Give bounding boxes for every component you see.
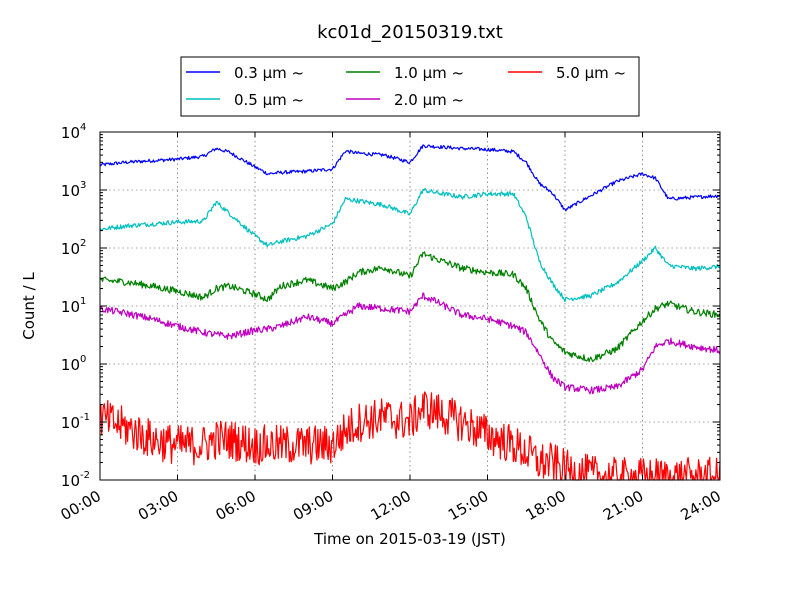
y-axis-label: Count / L xyxy=(20,272,38,340)
y-tick-label: 10 xyxy=(61,240,80,258)
legend-label: 2.0 μm ~ xyxy=(394,91,464,109)
grid xyxy=(100,132,720,480)
series-line xyxy=(99,188,721,303)
x-tick-label: 18:00 xyxy=(523,487,569,524)
x-tick-label: 21:00 xyxy=(600,487,646,524)
series-line xyxy=(99,391,721,481)
legend-label: 1.0 μm ~ xyxy=(394,64,464,82)
series-line xyxy=(99,292,721,395)
legend: 0.3 μm ~ 0.5 μm ~ 1.0 μm ~ 2.0 μm ~ 5.0 μm ~ xyxy=(180,56,640,117)
legend-label: 5.0 μm ~ xyxy=(556,64,626,82)
y-tick-label: 10 xyxy=(61,124,80,142)
y-tick-label: 10 xyxy=(61,356,80,374)
y-tick-exponent: 2 xyxy=(80,238,86,249)
x-tick-label: 09:00 xyxy=(290,487,336,524)
y-tick-exponent: 4 xyxy=(80,122,86,133)
y-tick-label: 10 xyxy=(61,298,80,316)
x-tick-label: 03:00 xyxy=(135,487,181,524)
y-tick-label: 10 xyxy=(61,414,80,432)
x-tick-label: 15:00 xyxy=(445,487,491,524)
axis-ticks xyxy=(99,131,721,481)
x-tick-label: 12:00 xyxy=(368,487,414,524)
chart-title: kc01d_20150319.txt xyxy=(317,22,503,43)
y-tick-label: 10 xyxy=(61,182,80,200)
y-tick-exponent: -1 xyxy=(80,412,90,423)
y-tick-exponent: -2 xyxy=(80,470,90,481)
x-tick-labels: 00:00 03:00 06:00 09:00 12:00 15:00 18:00 21:00… xyxy=(58,487,724,524)
series-line xyxy=(99,144,721,212)
legend-box xyxy=(180,56,640,117)
y-tick-exponent: 1 xyxy=(80,296,86,307)
legend-label: 0.5 μm ~ xyxy=(234,91,304,109)
y-tick-exponent: 0 xyxy=(80,354,86,365)
series-line xyxy=(99,251,721,363)
y-tick-label: 10 xyxy=(61,472,80,490)
x-axis-label: Time on 2015-03-19 (JST) xyxy=(313,530,506,548)
x-tick-label: 24:00 xyxy=(678,487,724,524)
legend-label: 0.3 μm ~ xyxy=(234,64,304,82)
x-tick-label: 00:00 xyxy=(58,487,104,524)
y-tick-exponent: 3 xyxy=(80,180,86,191)
x-tick-label: 06:00 xyxy=(213,487,259,524)
series-lines xyxy=(99,144,721,481)
